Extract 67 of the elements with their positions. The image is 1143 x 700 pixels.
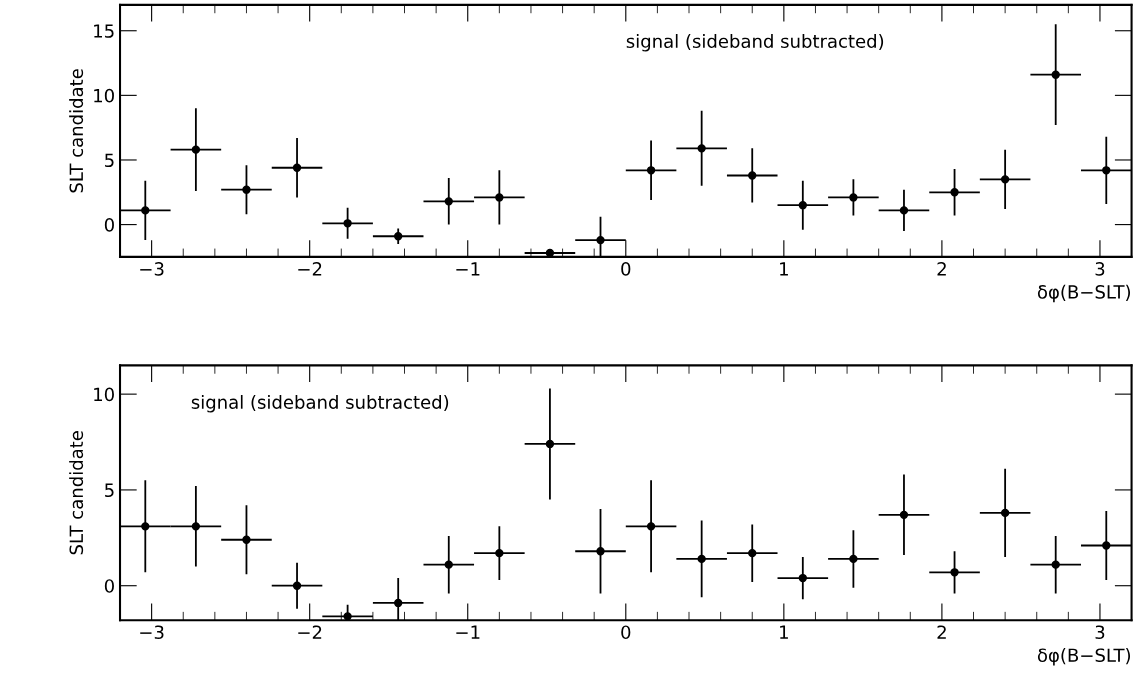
x-tick-label: 2	[937, 262, 946, 276]
point	[292, 163, 302, 172]
x-tick-label: 1	[780, 625, 788, 639]
point	[1102, 541, 1111, 550]
point	[242, 185, 251, 194]
point	[798, 573, 807, 583]
point	[849, 554, 858, 564]
point	[950, 568, 959, 577]
point	[697, 144, 706, 153]
x-axis-title: δφ(B−SLT)	[1037, 648, 1131, 666]
x-tick-label: −1	[456, 625, 480, 639]
y-tick-label: 10	[94, 88, 114, 103]
x-tick-label: −1	[456, 262, 480, 276]
x-tick-label: −2	[298, 625, 322, 639]
point	[899, 206, 909, 215]
x-tick-label: 2	[937, 625, 946, 639]
point	[292, 581, 302, 590]
y-tick-label: 10	[94, 387, 114, 402]
point	[950, 188, 959, 197]
point	[646, 166, 656, 175]
y-tick-label: 5	[105, 153, 114, 168]
point	[646, 522, 656, 531]
point	[596, 547, 605, 556]
point	[596, 235, 605, 245]
point	[191, 522, 201, 531]
point	[1051, 560, 1060, 569]
point	[394, 232, 403, 241]
y-tick-label: 5	[105, 483, 114, 498]
point	[495, 548, 504, 558]
y-axis-title: SLT candidate	[69, 69, 84, 193]
x-tick-label: −3	[140, 625, 164, 640]
y-tick-label: 0	[104, 218, 114, 232]
annotation: signal (sideband subtracted)	[626, 34, 884, 52]
point	[697, 554, 706, 564]
point	[748, 548, 757, 558]
point	[141, 522, 150, 531]
point	[899, 510, 909, 519]
point	[394, 598, 403, 608]
point	[242, 535, 251, 544]
x-tick-label: 0	[621, 625, 631, 640]
point	[545, 439, 555, 449]
point	[798, 201, 807, 210]
point	[191, 145, 201, 154]
point	[748, 171, 757, 180]
point	[1000, 175, 1010, 184]
x-tick-label: 1	[780, 262, 788, 276]
x-tick-label: −2	[298, 262, 322, 276]
x-tick-label: 0	[621, 262, 631, 276]
y-tick-label: 0	[104, 579, 114, 593]
point	[849, 193, 858, 202]
point	[343, 219, 352, 228]
point	[444, 197, 453, 206]
x-tick-label: 3	[1095, 625, 1105, 640]
x-axis-title: δφ(B−SLT)	[1037, 284, 1131, 303]
point	[444, 560, 453, 569]
point	[495, 193, 504, 202]
point	[343, 612, 352, 621]
x-tick-label: 3	[1095, 262, 1105, 276]
point	[1051, 70, 1060, 79]
point	[545, 248, 555, 257]
x-tick-label: −3	[140, 262, 164, 276]
y-tick-label: 15	[94, 24, 114, 38]
point	[1102, 166, 1111, 175]
y-axis-title: SLT candidate	[69, 431, 84, 555]
point	[1000, 508, 1010, 518]
annotation: signal (sideband subtracted)	[191, 395, 449, 413]
point	[141, 206, 150, 215]
